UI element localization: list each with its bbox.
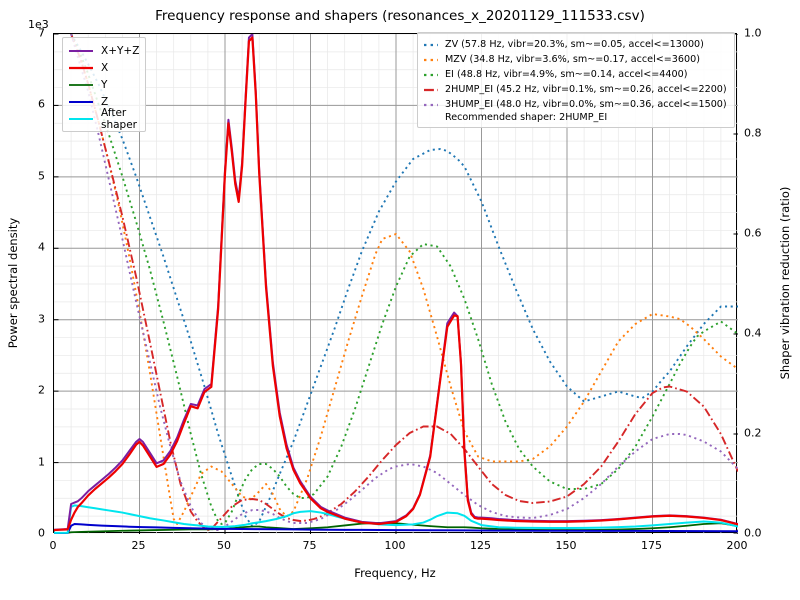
shaper-legend-label: EI (48.8 Hz, vibr=4.9%, sm~=0.14, accel<… bbox=[445, 68, 688, 80]
psd-legend-label: Z bbox=[101, 95, 109, 108]
y-tick-label-left: 4 bbox=[38, 240, 45, 254]
x-tick-label: 150 bbox=[555, 539, 577, 552]
series-after-shaper bbox=[54, 504, 738, 534]
grid-lines bbox=[54, 34, 738, 534]
data-curves bbox=[54, 34, 738, 534]
series-ei bbox=[70, 34, 738, 525]
shaper-legend-item[interactable]: EI (48.8 Hz, vibr=4.9%, sm~=0.14, accel<… bbox=[423, 67, 727, 82]
psd-legend-label: After shaper bbox=[101, 106, 138, 131]
shaper-legend[interactable]: ZV (57.8 Hz, vibr=20.3%, sm~=0.05, accel… bbox=[417, 32, 735, 128]
y-tick-label-right: 0.8 bbox=[744, 126, 762, 140]
x-tick-label: 25 bbox=[131, 539, 146, 552]
series-z bbox=[54, 523, 738, 534]
y-tick-label-right: 0.6 bbox=[744, 226, 762, 240]
y-tick-label-left: 5 bbox=[38, 169, 45, 183]
y-axis-offset-text: 1e3 bbox=[28, 18, 49, 31]
shaper-legend-label: 2HUMP_EI (45.2 Hz, vibr=0.1%, sm~=0.26, … bbox=[445, 83, 727, 95]
y-tick-label-right: 0.4 bbox=[744, 326, 762, 340]
psd-legend-item[interactable]: X bbox=[68, 59, 139, 76]
psd-legend-item[interactable]: Y bbox=[68, 76, 139, 93]
x-tick-label: 200 bbox=[726, 539, 748, 552]
y-tick-label-left: 0 bbox=[38, 526, 45, 540]
shaper-legend-label: ZV (57.8 Hz, vibr=20.3%, sm~=0.05, accel… bbox=[445, 38, 704, 50]
x-tick-label: 100 bbox=[384, 539, 406, 552]
legend-line-sample bbox=[68, 79, 94, 91]
legend-line-sample bbox=[423, 69, 439, 81]
y-tick-label-left: 6 bbox=[38, 97, 45, 111]
recommended-shaper-note: Recommended shaper: 2HUMP_EI bbox=[445, 112, 608, 123]
shaper-legend-label: MZV (34.8 Hz, vibr=3.6%, sm~=0.17, accel… bbox=[445, 53, 700, 65]
x-tick-label: 50 bbox=[217, 539, 231, 552]
x-tick-label: 125 bbox=[470, 539, 491, 552]
psd-legend-item[interactable]: Z bbox=[68, 93, 139, 110]
psd-legend-item[interactable]: X+Y+Z bbox=[68, 42, 139, 59]
legend-line-sample bbox=[68, 62, 94, 74]
y-tick-label-left: 1 bbox=[38, 455, 45, 469]
legend-line-sample bbox=[423, 84, 439, 96]
y-axis-label-right: Shaper vibration reduction (ratio) bbox=[778, 186, 792, 380]
y-tick-label-left: 2 bbox=[38, 383, 45, 397]
legend-line-sample bbox=[423, 39, 439, 51]
legend-line-sample bbox=[68, 113, 94, 125]
series-3hump-ei bbox=[70, 34, 738, 531]
y-tick-label-right: 0.2 bbox=[744, 426, 762, 440]
series-x bbox=[54, 36, 738, 532]
legend-line-sample bbox=[68, 45, 94, 57]
y-tick-label-left: 3 bbox=[38, 312, 45, 326]
shaper-legend-item[interactable]: MZV (34.8 Hz, vibr=3.6%, sm~=0.17, accel… bbox=[423, 52, 727, 67]
y-tick-label-right: 1.0 bbox=[744, 26, 762, 40]
y-tick-label-right: 0.0 bbox=[744, 526, 762, 540]
shaper-legend-item[interactable]: 3HUMP_EI (48.0 Hz, vibr=0.0%, sm~=0.36, … bbox=[423, 97, 727, 112]
x-tick-label: 0 bbox=[49, 539, 57, 552]
psd-legend-label: Y bbox=[101, 78, 108, 91]
shaper-legend-label: 3HUMP_EI (48.0 Hz, vibr=0.0%, sm~=0.36, … bbox=[445, 98, 727, 110]
legend-line-sample bbox=[68, 96, 94, 108]
legend-line-sample bbox=[423, 99, 439, 111]
y-tick-label-left: 7 bbox=[38, 26, 45, 40]
psd-legend-label: X bbox=[101, 61, 109, 74]
series-2hump-ei bbox=[70, 34, 738, 531]
x-axis-label: Frequency, Hz bbox=[354, 566, 436, 580]
psd-legend[interactable]: X+Y+Z X Y Z After shaper bbox=[62, 37, 147, 132]
shaper-legend-item[interactable]: 2HUMP_EI (45.2 Hz, vibr=0.1%, sm~=0.26, … bbox=[423, 82, 727, 97]
chart-title: Frequency response and shapers (resonanc… bbox=[155, 8, 645, 24]
psd-legend-label: X+Y+Z bbox=[101, 44, 140, 57]
series-zv bbox=[70, 34, 738, 528]
shaper-legend-item[interactable]: ZV (57.8 Hz, vibr=20.3%, sm~=0.05, accel… bbox=[423, 37, 727, 52]
x-tick-label: 175 bbox=[641, 539, 662, 552]
psd-legend-item[interactable]: After shaper bbox=[68, 107, 139, 131]
legend-line-sample bbox=[423, 54, 439, 66]
x-tick-label: 75 bbox=[302, 539, 317, 552]
